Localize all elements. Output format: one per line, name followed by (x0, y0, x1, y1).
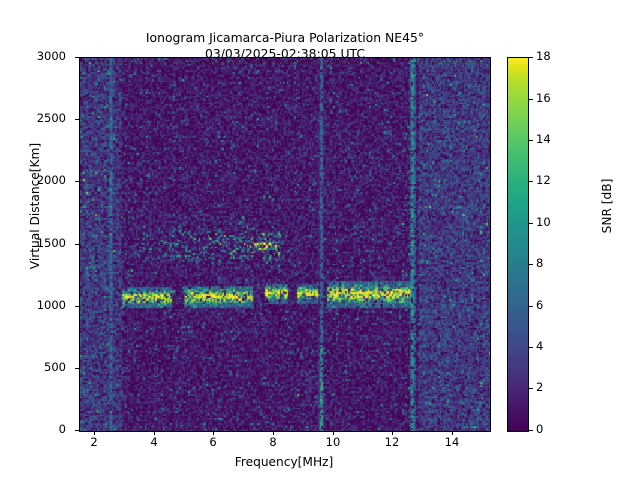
x-ticklabel-10: 10 (325, 435, 341, 449)
x-ticklabel-8: 8 (269, 435, 277, 449)
y-tick-1000 (75, 306, 79, 307)
y-ticklabel-2500: 2500 (36, 111, 66, 125)
cbar-tick-0 (529, 430, 533, 431)
x-ticklabel-4: 4 (150, 435, 158, 449)
y-tick-1500 (75, 244, 79, 245)
y-ticklabel-1000: 1000 (36, 298, 66, 312)
y-tick-3000 (75, 57, 79, 58)
x-tick-6 (213, 431, 214, 435)
x-ticklabel-6: 6 (209, 435, 217, 449)
cbar-ticklabel-4: 4 (536, 339, 544, 353)
cbar-ticklabel-8: 8 (536, 256, 544, 270)
y-tick-0 (75, 430, 79, 431)
cbar-tick-12 (529, 181, 533, 182)
cbar-ticklabel-12: 12 (536, 173, 551, 187)
y-tick-2000 (75, 181, 79, 182)
cbar-ticklabel-2: 2 (536, 380, 544, 394)
y-ticklabel-0: 0 (58, 422, 66, 436)
y-axis-label: Virtual Distance[Km] (28, 142, 42, 270)
cbar-tick-16 (529, 99, 533, 100)
colorbar-label: SNR [dB] (600, 178, 614, 234)
ionogram-plot-area (79, 57, 491, 432)
cbar-tick-14 (529, 140, 533, 141)
x-tick-14 (452, 431, 453, 435)
x-tick-12 (392, 431, 393, 435)
x-ticklabel-14: 14 (444, 435, 460, 449)
x-tick-4 (154, 431, 155, 435)
y-ticklabel-2000: 2000 (36, 173, 66, 187)
cbar-ticklabel-14: 14 (536, 132, 551, 146)
cbar-tick-6 (529, 306, 533, 307)
snr-colorbar (507, 57, 529, 432)
cbar-tick-4 (529, 347, 533, 348)
y-tick-500 (75, 368, 79, 369)
x-tick-2 (94, 431, 95, 435)
cbar-ticklabel-0: 0 (536, 422, 544, 436)
cbar-ticklabel-6: 6 (536, 298, 544, 312)
x-tick-10 (333, 431, 334, 435)
x-ticklabel-2: 2 (90, 435, 98, 449)
cbar-ticklabel-10: 10 (536, 215, 551, 229)
cbar-tick-2 (529, 388, 533, 389)
cbar-ticklabel-18: 18 (536, 49, 551, 63)
x-axis-label: Frequency[MHz] (234, 455, 334, 469)
ionogram-heatmap (80, 58, 490, 431)
cbar-tick-10 (529, 223, 533, 224)
x-ticklabel-12: 12 (384, 435, 400, 449)
y-ticklabel-3000: 3000 (36, 49, 66, 63)
title-line-1: Ionogram Jicamarca-Piura Polarization NE… (145, 30, 425, 45)
cbar-tick-8 (529, 264, 533, 265)
y-ticklabel-500: 500 (44, 360, 66, 374)
cbar-ticklabel-16: 16 (536, 91, 551, 105)
cbar-tick-18 (529, 57, 533, 58)
x-tick-8 (273, 431, 274, 435)
y-ticklabel-1500: 1500 (36, 236, 66, 250)
y-tick-2500 (75, 119, 79, 120)
